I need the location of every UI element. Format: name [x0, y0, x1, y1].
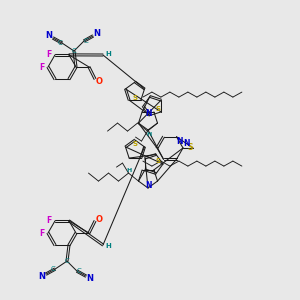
Text: N: N	[38, 272, 46, 280]
Text: N: N	[86, 274, 94, 283]
Text: S: S	[155, 158, 160, 164]
Text: S: S	[155, 106, 160, 112]
Text: F: F	[46, 50, 52, 59]
Text: F: F	[46, 216, 52, 225]
Text: N: N	[46, 32, 52, 40]
Text: N: N	[183, 139, 189, 148]
Text: N: N	[145, 109, 151, 118]
Text: C: C	[64, 258, 69, 264]
Text: F: F	[39, 229, 45, 238]
Text: H: H	[127, 168, 132, 172]
Text: C: C	[58, 40, 62, 46]
Text: H: H	[146, 132, 151, 136]
Text: C: C	[51, 266, 56, 272]
Text: F: F	[39, 62, 45, 71]
Text: S: S	[133, 141, 137, 147]
Text: O: O	[95, 76, 103, 85]
Text: C: C	[84, 38, 88, 44]
Text: N: N	[94, 29, 100, 38]
Text: N: N	[145, 181, 151, 190]
Text: O: O	[95, 214, 103, 224]
Text: C: C	[76, 268, 81, 274]
Text: H: H	[105, 243, 111, 249]
Text: S: S	[187, 143, 193, 152]
Text: N: N	[176, 137, 183, 146]
Text: S: S	[133, 95, 137, 101]
Text: H: H	[105, 51, 111, 57]
Text: C: C	[72, 48, 76, 54]
